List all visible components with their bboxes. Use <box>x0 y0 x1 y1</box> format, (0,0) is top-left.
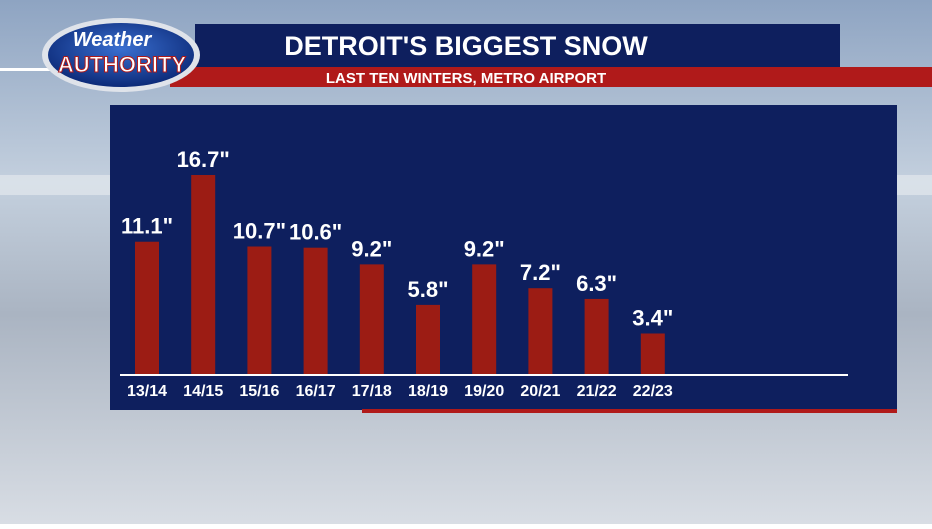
title-bar <box>195 24 840 67</box>
value-label: 11.1" <box>121 214 173 239</box>
bar <box>528 288 553 374</box>
value-label: 9.2" <box>464 236 505 261</box>
bar <box>303 247 328 374</box>
logo <box>48 23 194 87</box>
value-label: 3.4" <box>632 305 673 330</box>
value-label: 9.2" <box>351 236 392 261</box>
bar <box>584 298 609 374</box>
bar <box>135 241 159 374</box>
value-label: 6.3" <box>576 271 617 296</box>
subtitle-bar <box>170 67 932 87</box>
x-tick-label: 16/17 <box>296 383 336 400</box>
logo-line2: AUTHORITY <box>58 52 187 77</box>
bar <box>640 333 665 374</box>
x-tick-label: 15/16 <box>239 383 279 400</box>
chart-panel <box>110 105 897 410</box>
x-tick-label: 21/22 <box>577 383 617 400</box>
bar <box>472 264 497 374</box>
value-label: 10.7" <box>233 218 286 243</box>
x-tick-label: 19/20 <box>464 383 504 400</box>
value-label: 7.2" <box>520 260 561 285</box>
bar <box>416 304 440 374</box>
value-label: 5.8" <box>407 277 448 302</box>
bar <box>247 246 272 374</box>
logo-line1: Weather <box>73 29 153 51</box>
x-tick-label: 18/19 <box>408 383 448 400</box>
bar <box>191 175 216 374</box>
x-tick-label: 22/23 <box>633 383 673 400</box>
bar <box>359 264 384 374</box>
chart-subtitle: LAST TEN WINTERS, METRO AIRPORT <box>326 70 606 87</box>
logo-rule <box>0 68 80 71</box>
panel-stripe <box>362 409 897 413</box>
x-tick-label: 13/14 <box>127 383 167 400</box>
x-tick-label: 14/15 <box>183 383 223 400</box>
x-tick-label: 20/21 <box>520 383 560 400</box>
value-label: 16.7" <box>177 147 230 172</box>
chart-title: DETROIT'S BIGGEST SNOW <box>284 31 648 61</box>
x-tick-label: 17/18 <box>352 383 392 400</box>
value-label: 10.6" <box>289 220 342 245</box>
